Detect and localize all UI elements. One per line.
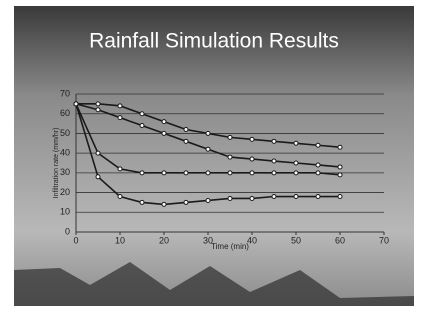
y-tick-label: 40 (60, 148, 70, 158)
y-tick-label: 0 (65, 226, 70, 236)
point (294, 171, 298, 175)
x-axis-label: Time (min) (211, 242, 249, 251)
point (96, 108, 100, 112)
point (272, 195, 276, 199)
point (206, 198, 210, 202)
point (294, 195, 298, 199)
x-tick-label: 30 (203, 235, 213, 245)
y-tick-label: 10 (60, 207, 70, 217)
point (316, 143, 320, 147)
point (294, 141, 298, 145)
point (184, 127, 188, 131)
point (228, 171, 232, 175)
point (250, 196, 254, 200)
point (250, 171, 254, 175)
point (316, 195, 320, 199)
point (228, 135, 232, 139)
point (118, 116, 122, 120)
point (140, 171, 144, 175)
point (338, 165, 342, 169)
y-axis-label: Infiltration rate (mm/hr) (53, 128, 60, 199)
point (140, 200, 144, 204)
chart-title: Rainfall Simulation Results (89, 30, 339, 53)
x-tick-label: 0 (73, 235, 78, 245)
point (338, 145, 342, 149)
point (206, 131, 210, 135)
point (96, 102, 100, 106)
y-tick-label: 20 (60, 187, 70, 197)
point (316, 171, 320, 175)
slide: Rainfall Simulation Results Infiltration… (0, 0, 426, 316)
point (272, 159, 276, 163)
point (294, 161, 298, 165)
point (184, 200, 188, 204)
point (162, 202, 166, 206)
y-tick-label: 60 (60, 108, 70, 118)
x-tick-label: 70 (379, 235, 389, 245)
point (74, 102, 78, 106)
point (118, 195, 122, 199)
point (228, 155, 232, 159)
point (118, 104, 122, 108)
point (250, 137, 254, 141)
point (162, 131, 166, 135)
point (140, 112, 144, 116)
point (96, 175, 100, 179)
point (206, 147, 210, 151)
point (228, 196, 232, 200)
point (162, 120, 166, 124)
point (250, 157, 254, 161)
point (140, 124, 144, 128)
x-tick-label: 50 (291, 235, 301, 245)
x-tick-label: 40 (247, 235, 257, 245)
point (338, 195, 342, 199)
point (272, 171, 276, 175)
point (184, 171, 188, 175)
x-tick-label: 60 (335, 235, 345, 245)
y-tick-label: 70 (60, 88, 70, 98)
point (338, 173, 342, 177)
x-tick-label: 20 (159, 235, 169, 245)
point (118, 167, 122, 171)
x-tick-label: 10 (115, 235, 125, 245)
point (162, 171, 166, 175)
point (96, 151, 100, 155)
point (316, 163, 320, 167)
point (272, 139, 276, 143)
y-tick-label: 30 (60, 167, 70, 177)
point (206, 171, 210, 175)
y-tick-label: 50 (60, 128, 70, 138)
point (184, 139, 188, 143)
